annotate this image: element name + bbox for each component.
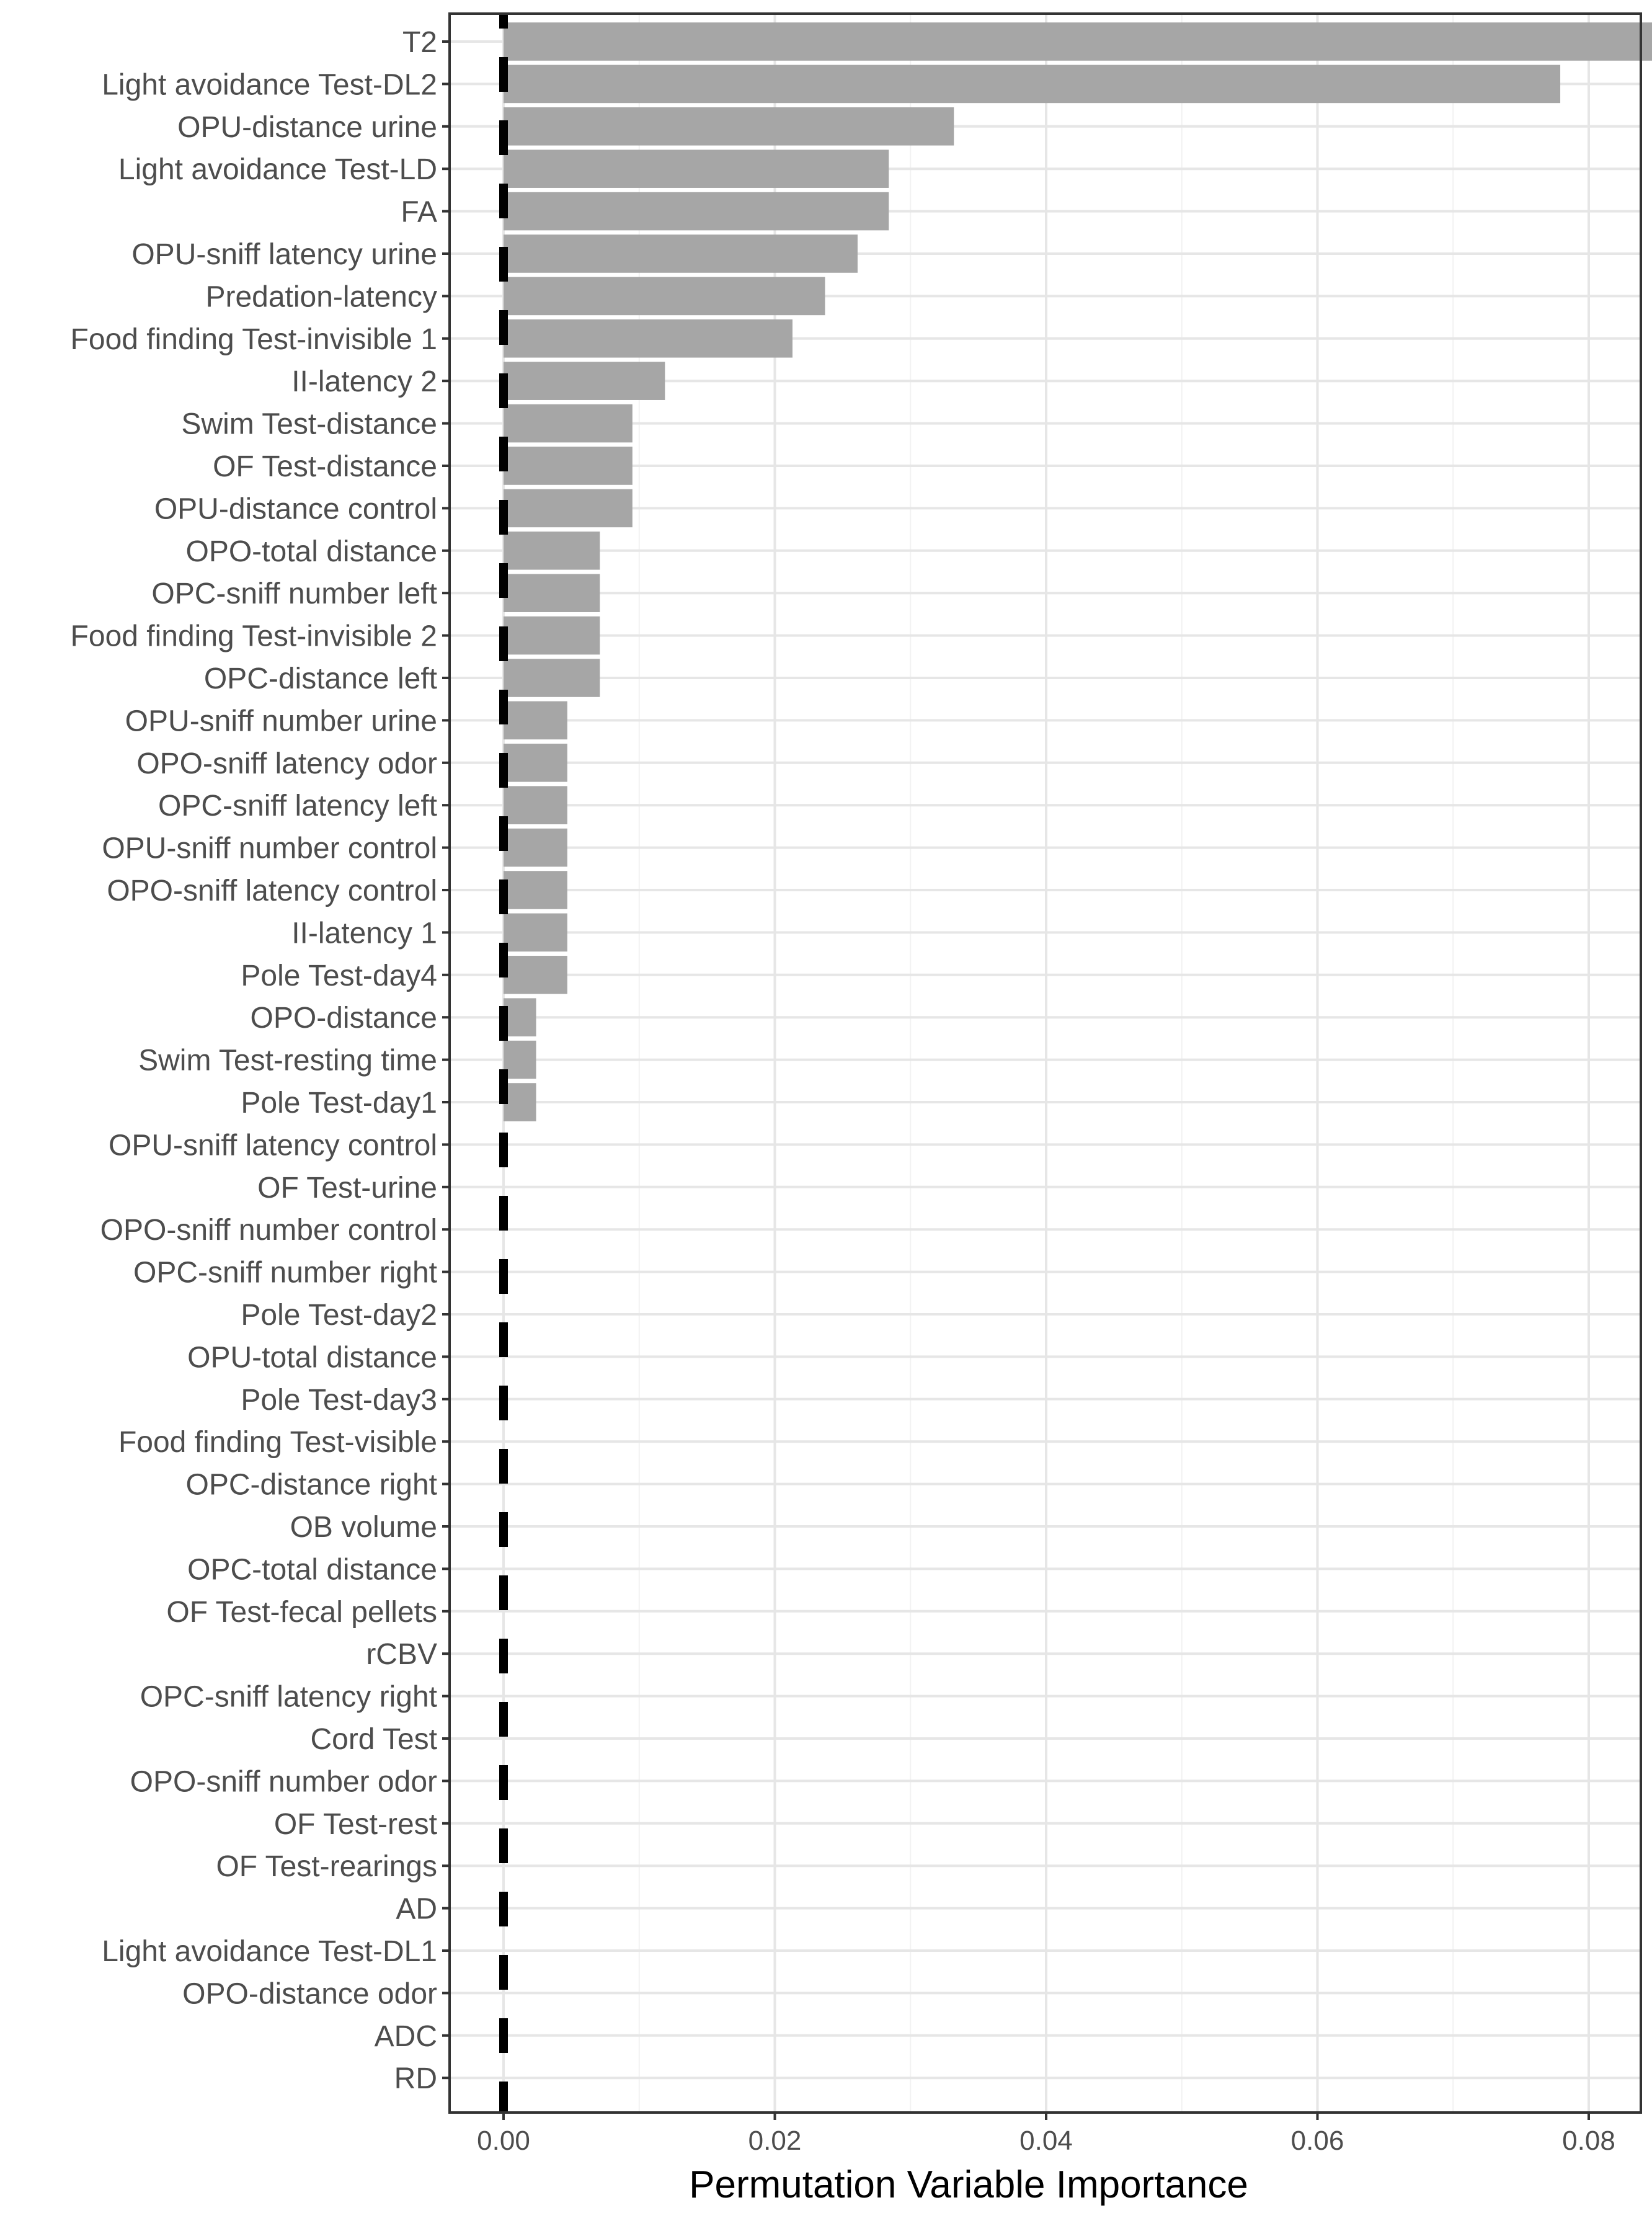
- category-label: OPC-distance right: [186, 1469, 438, 1502]
- category-label: Cord Test: [310, 1723, 437, 1756]
- category-label: OPC-sniff number right: [133, 1257, 437, 1289]
- bar: [504, 913, 567, 952]
- category-label: rCBV: [366, 1638, 437, 1671]
- bar: [504, 871, 567, 909]
- category-label: OPU-distance control: [154, 492, 437, 525]
- category-label: OF Test-fecal pellets: [166, 1596, 437, 1629]
- category-label: OPC-sniff latency right: [140, 1681, 437, 1714]
- bar: [504, 234, 858, 273]
- bar: [504, 362, 665, 400]
- bar: [504, 574, 600, 612]
- category-label: Light avoidance Test-DL2: [102, 68, 437, 101]
- category-label: T2: [402, 26, 437, 59]
- category-label: Swim Test-resting time: [138, 1044, 437, 1077]
- category-label: AD: [396, 1893, 437, 1926]
- category-label: OPO-sniff number odor: [130, 1765, 437, 1798]
- category-label: OPU-distance urine: [177, 111, 437, 144]
- bar: [504, 22, 1652, 61]
- category-label: Food finding Test-visible: [118, 1426, 437, 1459]
- y-axis: T2 Light avoidance Test-DL2 OPU-distance u…: [71, 26, 450, 2095]
- bar: [504, 1040, 536, 1079]
- bar: [504, 998, 536, 1036]
- bar: [504, 1083, 536, 1121]
- bar: [504, 277, 825, 316]
- bar: [504, 532, 600, 570]
- category-label: OPU-sniff number urine: [125, 705, 437, 737]
- category-label: II-latency 2: [291, 365, 437, 398]
- bar: [504, 65, 1561, 104]
- category-label: FA: [401, 196, 437, 229]
- category-label: Predation-latency: [205, 280, 437, 313]
- bar: [504, 701, 567, 740]
- category-label: RD: [394, 2062, 437, 2095]
- category-label: OF Test-rest: [274, 1808, 437, 1841]
- bar: [504, 192, 889, 231]
- x-tick-label: 0.04: [1019, 2126, 1073, 2156]
- category-label: OPO-total distance: [185, 535, 437, 568]
- bar: [504, 404, 633, 443]
- category-label: Food finding Test-invisible 1: [71, 323, 437, 356]
- bar: [504, 616, 600, 655]
- bar: [504, 956, 567, 994]
- category-label: OPU-sniff latency urine: [131, 238, 437, 271]
- category-label: OPC-sniff number left: [151, 577, 437, 610]
- category-label: OPO-distance: [251, 1002, 437, 1035]
- x-axis: 0.00 0.02 0.04 0.06 0.08: [477, 2113, 1615, 2156]
- category-label: OPO-sniff latency odor: [136, 747, 437, 780]
- category-label: OPU-sniff latency control: [109, 1129, 437, 1162]
- category-label: OPO-sniff latency control: [107, 875, 437, 907]
- x-tick-label: 0.08: [1562, 2126, 1615, 2156]
- bar: [504, 107, 954, 146]
- bar: [504, 149, 889, 188]
- category-label: OF Test-distance: [213, 450, 437, 483]
- category-label: OPC-distance left: [204, 662, 437, 695]
- bar: [504, 786, 567, 824]
- category-label: OPC-total distance: [187, 1553, 437, 1586]
- category-label: Food finding Test-invisible 2: [71, 620, 437, 653]
- bar: [504, 828, 567, 867]
- category-label: Pole Test-day3: [241, 1384, 437, 1417]
- x-axis-title: Permutation Variable Importance: [689, 2163, 1248, 2206]
- x-tick-label: 0.00: [477, 2126, 530, 2156]
- category-label: Pole Test-day2: [241, 1299, 437, 1332]
- x-tick-label: 0.06: [1291, 2126, 1344, 2156]
- bar: [504, 447, 633, 485]
- bar: [504, 744, 567, 782]
- category-label: Light avoidance Test-DL1: [102, 1935, 437, 1968]
- bars: [504, 22, 1652, 1121]
- category-label: Light avoidance Test-LD: [118, 153, 437, 186]
- category-label: OPO-sniff number control: [100, 1214, 437, 1247]
- category-label: Pole Test-day1: [241, 1087, 437, 1120]
- category-label: OPO-distance odor: [182, 1977, 437, 2010]
- bar: [504, 319, 793, 358]
- x-tick-label: 0.02: [748, 2126, 802, 2156]
- bar: [504, 489, 633, 528]
- bar: [504, 659, 600, 697]
- category-label: OF Test-urine: [257, 1172, 437, 1204]
- category-label: OPU-sniff number control: [102, 832, 437, 865]
- category-label: Swim Test-distance: [181, 408, 437, 441]
- category-label: OPU-total distance: [187, 1341, 437, 1374]
- category-label: Pole Test-day4: [241, 960, 437, 992]
- category-label: OB volume: [290, 1511, 437, 1544]
- category-label: ADC: [375, 2020, 437, 2053]
- category-label: II-latency 1: [291, 917, 437, 950]
- category-label: OPC-sniff latency left: [158, 790, 437, 822]
- category-label: OF Test-rearings: [216, 1850, 437, 1883]
